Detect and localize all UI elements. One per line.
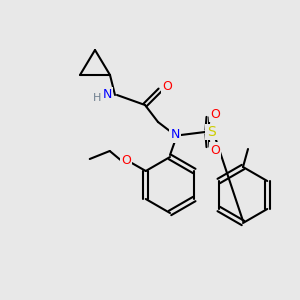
Text: O: O <box>162 80 172 94</box>
Text: O: O <box>210 143 220 157</box>
Text: O: O <box>210 107 220 121</box>
Text: H: H <box>93 93 101 103</box>
Text: O: O <box>121 154 131 167</box>
Text: S: S <box>207 125 215 139</box>
Text: N: N <box>170 128 180 142</box>
Text: N: N <box>102 88 112 101</box>
